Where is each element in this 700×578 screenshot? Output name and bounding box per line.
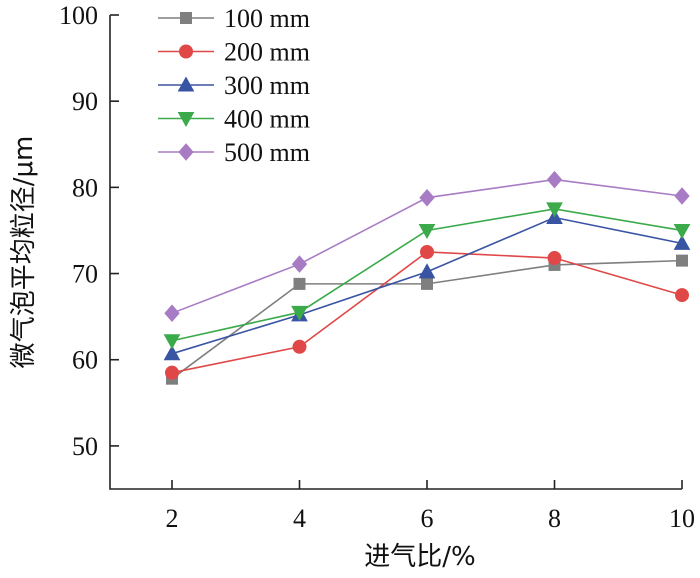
legend: 100 mm 200 mm 300 mm 400 mm 500 mm	[158, 4, 310, 167]
legend-label: 200 mm	[224, 38, 310, 67]
x-tick-label: 10	[669, 504, 695, 533]
x-tick-label: 4	[293, 504, 306, 533]
axis-titles: 进气比/% 微气泡平均粒径/μm	[9, 136, 476, 572]
legend-marker	[179, 44, 193, 59]
legend-item: 300 mm	[158, 71, 310, 100]
legend-item: 400 mm	[158, 105, 310, 134]
axes: 50 60 70 80 90 100 2 4 6 8 10	[59, 1, 695, 533]
data-point	[165, 365, 179, 380]
x-tick-label: 6	[421, 504, 434, 533]
axis-lines	[109, 15, 682, 490]
data-point	[420, 245, 434, 259]
data-point	[673, 223, 691, 239]
legend-label: 400 mm	[224, 105, 310, 134]
data-point	[546, 202, 563, 218]
series-400-mm	[163, 202, 691, 350]
legend-label: 500 mm	[224, 138, 310, 167]
y-tick-label: 90	[72, 87, 98, 116]
data-point	[547, 251, 562, 266]
series-300-mm	[163, 208, 691, 361]
legend-marker	[177, 112, 195, 128]
data-point	[163, 334, 181, 350]
series-500-mm	[164, 170, 690, 322]
data-point	[546, 170, 563, 189]
series-200-mm	[165, 245, 689, 380]
data-point	[418, 263, 436, 279]
legend-item: 200 mm	[158, 38, 310, 67]
data-point	[163, 345, 181, 361]
data-point	[291, 255, 308, 273]
series-group	[163, 170, 691, 385]
y-axis-title: 微气泡平均粒径/μm	[9, 136, 39, 369]
legend-label: 300 mm	[224, 71, 310, 100]
data-point	[675, 288, 689, 303]
data-point	[419, 188, 435, 207]
y-tick-label: 70	[72, 260, 98, 289]
y-tick-label: 80	[72, 173, 98, 202]
y-tick-label: 100	[59, 1, 98, 30]
data-point	[293, 277, 306, 290]
x-tick-label: 2	[166, 504, 179, 533]
data-point	[421, 277, 433, 290]
data-point	[673, 234, 691, 250]
legend-marker	[178, 143, 194, 161]
y-tick-label: 50	[72, 432, 98, 461]
x-axis-title: 进气比/%	[364, 542, 475, 572]
data-point	[676, 254, 688, 267]
data-point	[291, 305, 308, 321]
y-tick-label: 60	[72, 346, 98, 375]
legend-label: 100 mm	[224, 4, 310, 33]
data-point	[418, 223, 436, 239]
legend-item: 500 mm	[158, 138, 310, 167]
data-point	[292, 339, 307, 354]
legend-item: 100 mm	[158, 4, 310, 33]
legend-marker	[180, 12, 192, 24]
data-point	[674, 187, 690, 205]
legend-marker	[177, 76, 195, 92]
data-point	[164, 304, 180, 322]
x-tick-label: 8	[548, 504, 561, 533]
